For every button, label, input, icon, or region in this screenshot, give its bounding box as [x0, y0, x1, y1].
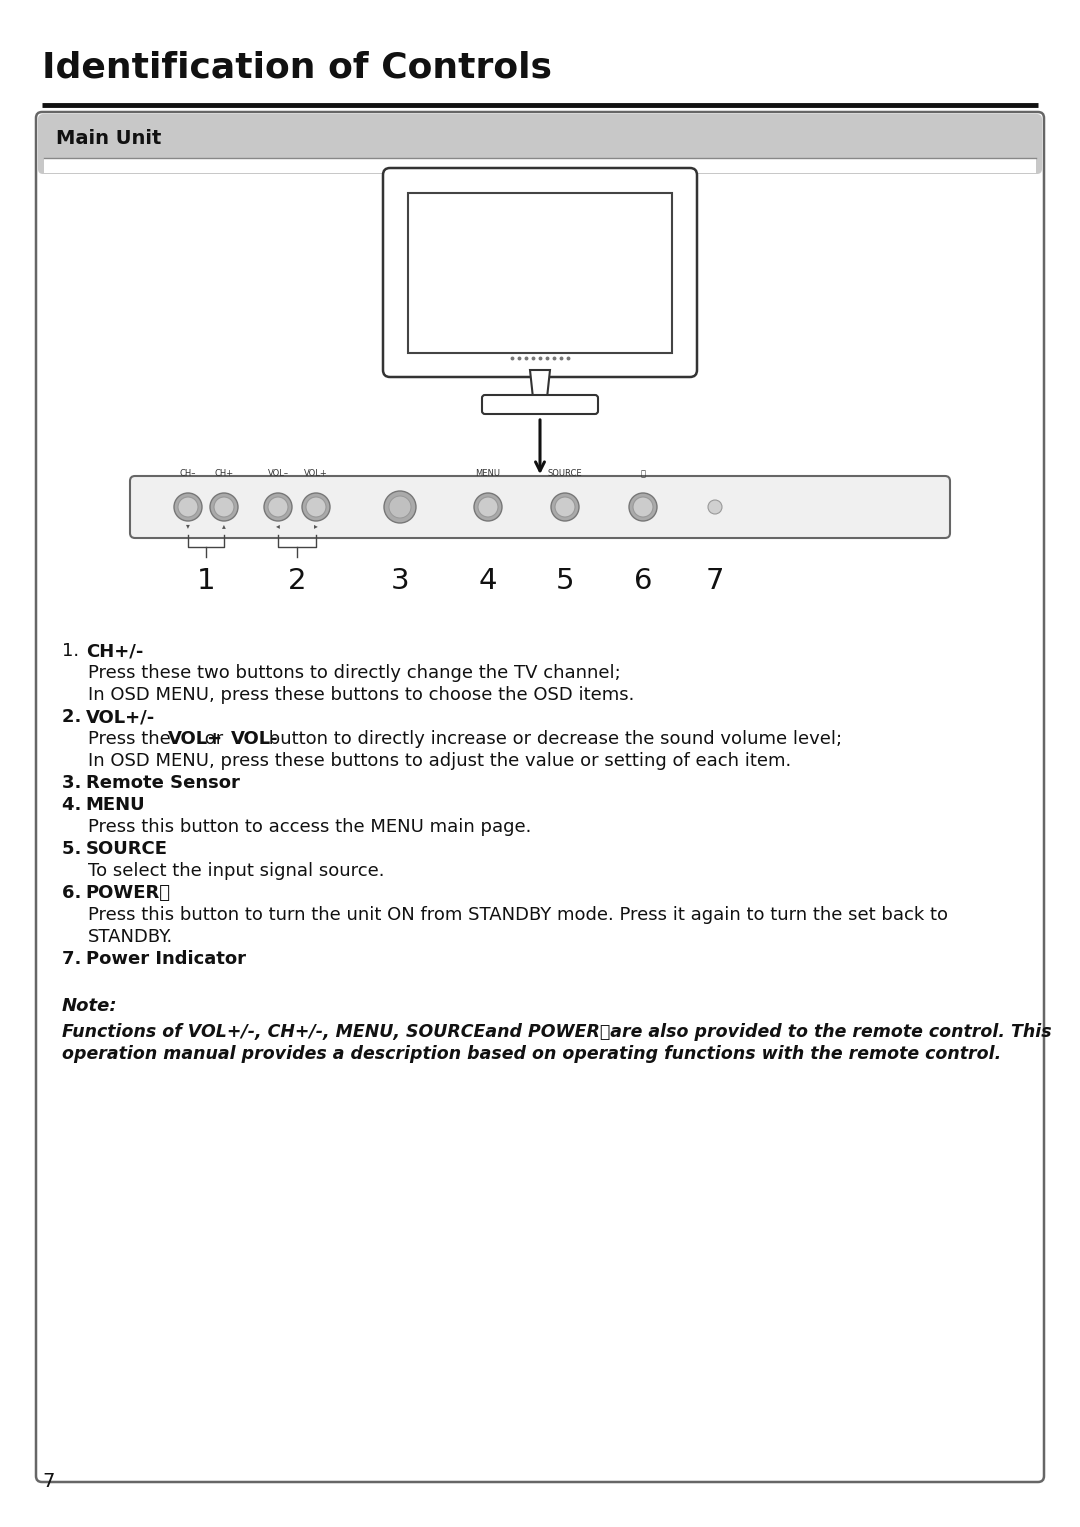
Circle shape — [629, 493, 657, 521]
Text: VOL+/-: VOL+/- — [86, 709, 156, 725]
Circle shape — [474, 493, 502, 521]
FancyBboxPatch shape — [383, 168, 697, 377]
Text: operation manual provides a description based on operating functions with the re: operation manual provides a description … — [62, 1044, 1001, 1063]
Text: 5: 5 — [556, 567, 575, 596]
Text: 5.: 5. — [62, 840, 87, 858]
Polygon shape — [530, 370, 550, 399]
Circle shape — [384, 492, 416, 524]
Text: POWER⏻: POWER⏻ — [86, 884, 171, 902]
Circle shape — [708, 499, 723, 515]
Circle shape — [268, 496, 288, 518]
FancyBboxPatch shape — [36, 111, 1044, 1483]
Text: 7: 7 — [705, 567, 725, 596]
Text: 3: 3 — [391, 567, 409, 596]
Text: Main Unit: Main Unit — [56, 128, 161, 148]
Bar — [408, 192, 672, 353]
Text: MENU: MENU — [475, 469, 500, 478]
Text: 4.: 4. — [62, 796, 87, 814]
Text: VOL-: VOL- — [231, 730, 279, 748]
Text: 6: 6 — [634, 567, 652, 596]
Text: VOL+: VOL+ — [305, 469, 328, 478]
Text: In OSD MENU, press these buttons to choose the OSD items.: In OSD MENU, press these buttons to choo… — [87, 686, 634, 704]
Text: Press the: Press the — [87, 730, 176, 748]
Circle shape — [478, 496, 498, 518]
Circle shape — [210, 493, 238, 521]
Circle shape — [633, 496, 653, 518]
Text: CH–: CH– — [179, 469, 197, 478]
Text: Press this button to access the MENU main page.: Press this button to access the MENU mai… — [87, 818, 531, 835]
FancyBboxPatch shape — [38, 115, 1042, 174]
Text: 3.: 3. — [62, 774, 87, 793]
Text: MENU: MENU — [86, 796, 146, 814]
FancyBboxPatch shape — [482, 395, 598, 414]
Text: VOL+: VOL+ — [167, 730, 222, 748]
Circle shape — [214, 496, 234, 518]
Text: button to directly increase or decrease the sound volume level;: button to directly increase or decrease … — [264, 730, 842, 748]
Circle shape — [389, 496, 411, 518]
Text: Press these two buttons to directly change the TV channel;: Press these two buttons to directly chan… — [87, 664, 621, 683]
Circle shape — [306, 496, 326, 518]
Text: ▾: ▾ — [186, 521, 190, 530]
Text: 1: 1 — [197, 567, 215, 596]
Text: CH+/-: CH+/- — [86, 641, 144, 660]
Text: To select the input signal source.: To select the input signal source. — [87, 863, 384, 880]
Text: VOL–: VOL– — [268, 469, 288, 478]
Circle shape — [551, 493, 579, 521]
Circle shape — [174, 493, 202, 521]
FancyBboxPatch shape — [130, 476, 950, 538]
Text: SOURCE: SOURCE — [86, 840, 167, 858]
Text: 2.: 2. — [62, 709, 87, 725]
Text: 4: 4 — [478, 567, 497, 596]
Text: 7: 7 — [42, 1472, 54, 1490]
Text: Functions of VOL+/-, CH+/-, MENU, SOURCEand POWER⏻are also provided to the remot: Functions of VOL+/-, CH+/-, MENU, SOURCE… — [62, 1023, 1052, 1041]
Circle shape — [555, 496, 575, 518]
Text: 7.: 7. — [62, 950, 87, 968]
Text: In OSD MENU, press these buttons to adjust the value or setting of each item.: In OSD MENU, press these buttons to adju… — [87, 751, 792, 770]
Text: STANDBY.: STANDBY. — [87, 928, 173, 947]
Bar — [44, 157, 1036, 173]
Text: Power Indicator: Power Indicator — [86, 950, 246, 968]
Circle shape — [302, 493, 330, 521]
Text: Identification of Controls: Identification of Controls — [42, 50, 552, 84]
Text: 6.: 6. — [62, 884, 87, 902]
Text: CH+: CH+ — [215, 469, 233, 478]
Text: 1.: 1. — [62, 641, 85, 660]
Text: 2: 2 — [287, 567, 307, 596]
Text: or: or — [200, 730, 229, 748]
Text: ▸: ▸ — [314, 521, 318, 530]
Text: ▴: ▴ — [222, 521, 226, 530]
Text: SOURCE: SOURCE — [548, 469, 582, 478]
Circle shape — [264, 493, 292, 521]
Text: ◂: ◂ — [276, 521, 280, 530]
Text: ⏻: ⏻ — [640, 469, 646, 478]
Text: Remote Sensor: Remote Sensor — [86, 774, 240, 793]
Text: Press this button to turn the unit ON from STANDBY mode. Press it again to turn : Press this button to turn the unit ON fr… — [87, 906, 948, 924]
Bar — [44, 121, 1036, 160]
Circle shape — [178, 496, 198, 518]
Text: Note:: Note: — [62, 997, 118, 1015]
